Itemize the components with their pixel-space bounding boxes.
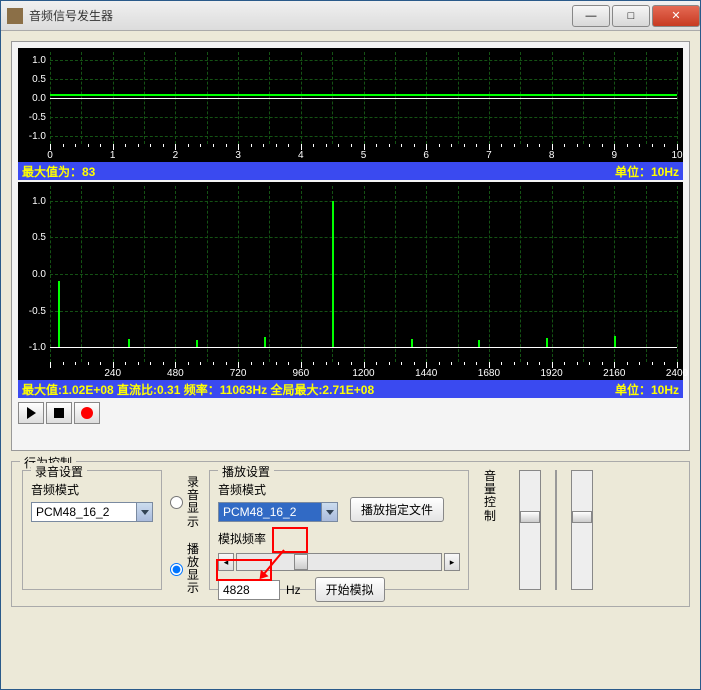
- record-title: 录音设置: [31, 463, 87, 480]
- chart-panel: 1.00.50.0-0.5-1.0 012345678910 最大值为：83 单…: [11, 41, 690, 451]
- record-button[interactable]: [74, 402, 100, 424]
- slider-track[interactable]: [236, 553, 442, 571]
- app-icon: [7, 8, 23, 24]
- title-bar: 音频信号发生器 — □ ✕: [1, 1, 700, 31]
- chevron-down-icon[interactable]: [321, 503, 337, 521]
- minimize-button[interactable]: —: [572, 5, 610, 27]
- hz-unit: Hz: [286, 583, 301, 597]
- start-sim-button[interactable]: 开始模拟: [315, 577, 385, 602]
- volume-thumb[interactable]: [520, 511, 540, 523]
- behavior-control-group: 行为控制 录音设置 音频模式 PCM48_16_2 录音显示: [11, 461, 690, 607]
- record-mode-label: 音频模式: [31, 481, 153, 498]
- freq-input[interactable]: [218, 580, 280, 600]
- divider: [555, 470, 557, 590]
- waveform-chart: 1.00.50.0-0.5-1.0 012345678910 最大值为：83 单…: [18, 48, 683, 180]
- play-mode-combo[interactable]: PCM48_16_2: [218, 502, 338, 522]
- stop-button[interactable]: [46, 402, 72, 424]
- volume-label-col: 音量控制: [477, 470, 505, 590]
- radio-play-display[interactable]: 播放显示: [170, 543, 201, 596]
- spectrum-chart: 1.00.50.0-0.5-1.0 2404807209601200144016…: [18, 182, 683, 398]
- chart2-status-left: 最大值:1.02E+08 直流比:0.31 频率：11063Hz 全局最大:2.…: [22, 381, 374, 398]
- display-radio-group: 录音显示 播放显示: [170, 476, 201, 596]
- volume-slider-right[interactable]: [571, 470, 593, 590]
- chart1-status: 最大值为：83 单位：10Hz: [18, 162, 683, 180]
- play-mode-value: PCM48_16_2: [219, 503, 321, 521]
- transport-controls: [18, 402, 683, 424]
- chart1-status-left: 最大值为：83: [22, 163, 95, 180]
- record-settings-group: 录音设置 音频模式 PCM48_16_2: [22, 470, 162, 590]
- record-mode-value: PCM48_16_2: [32, 503, 136, 521]
- play-mode-label: 音频模式: [218, 481, 338, 498]
- chevron-down-icon[interactable]: [136, 503, 152, 521]
- window-title: 音频信号发生器: [29, 7, 570, 24]
- play-settings-group: 播放设置 音频模式 PCM48_16_2 播放指定文件 模拟频率: [209, 470, 469, 590]
- play-file-button[interactable]: 播放指定文件: [350, 497, 444, 522]
- radio-record-input[interactable]: [170, 496, 183, 509]
- volume-slider-left[interactable]: [519, 470, 541, 590]
- slider-right-button[interactable]: ▸: [444, 553, 460, 571]
- app-window: 音频信号发生器 — □ ✕ 1.00.50.0-0.5-1.0 01234567…: [0, 0, 701, 690]
- chart2-status: 最大值:1.02E+08 直流比:0.31 频率：11063Hz 全局最大:2.…: [18, 380, 683, 398]
- freq-slider[interactable]: ◂ ▸: [218, 553, 460, 571]
- freq-label: 模拟频率: [218, 530, 460, 547]
- slider-thumb[interactable]: [294, 554, 308, 570]
- radio-play-input[interactable]: [170, 563, 183, 576]
- maximize-button[interactable]: □: [612, 5, 650, 27]
- slider-left-button[interactable]: ◂: [218, 553, 234, 571]
- chart2-status-right: 单位：10Hz: [615, 381, 679, 398]
- record-mode-combo[interactable]: PCM48_16_2: [31, 502, 153, 522]
- play-title: 播放设置: [218, 463, 274, 480]
- play-button[interactable]: [18, 402, 44, 424]
- radio-record-display[interactable]: 录音显示: [170, 476, 201, 529]
- close-button[interactable]: ✕: [652, 5, 700, 27]
- volume-thumb[interactable]: [572, 511, 592, 523]
- chart1-status-right: 单位：10Hz: [615, 163, 679, 180]
